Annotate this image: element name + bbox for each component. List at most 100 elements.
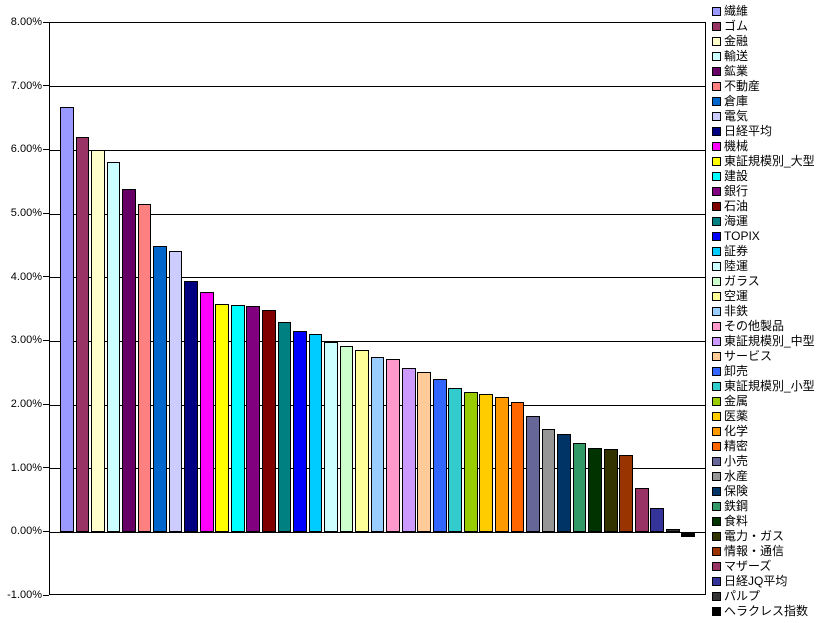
y-axis-tick-label: 4.00% [10,270,42,283]
legend-marker-icon [712,592,721,601]
bar-22 [386,359,400,533]
bar-6 [137,203,152,533]
gridline [50,340,705,342]
bar-28 [479,394,494,533]
legend-marker-icon [712,232,721,241]
legend-marker-icon [712,472,721,481]
bar-29 [495,396,509,533]
bar-18 [324,341,338,533]
bar-31 [526,416,540,533]
bar-2 [75,136,90,533]
legend-item-label: ヘラクレス指数 [724,604,809,618]
y-axis-tick-label: 6.00% [10,143,42,156]
legend-item: 繊維 [712,4,815,19]
bar-9 [184,280,199,533]
y-axis-tick-label: 7.00% [10,79,42,92]
bar-5 [122,189,136,533]
legend-item: ヘラクレス指数 [712,604,815,619]
legend-item: 倉庫 [712,94,815,109]
bar-30 [510,401,525,533]
legend-marker-icon [712,307,721,316]
bar-21 [370,356,385,533]
legend-item: 電力・ガス [712,529,815,544]
legend-item: パルプ [712,589,815,604]
gridline [50,277,705,279]
y-axis-tick-label: 1.00% [10,461,42,474]
legend-marker-icon [712,22,721,31]
bar-4 [106,162,121,533]
y-axis-tick [43,339,49,341]
y-axis-tick [43,530,49,532]
legend-item: 海運 [712,214,815,229]
gridline [50,531,705,533]
legend-item: 東証規模別_大型 [712,154,815,169]
legend-item: 機械 [712,139,815,154]
legend-item-label: サービス [724,349,773,363]
legend-item: ガラス [712,274,815,289]
y-axis-tick-label: 2.00% [10,398,42,410]
bar-39 [650,508,665,533]
legend-marker-icon [712,607,721,616]
bar-14 [261,310,276,533]
legend-item-label: 機械 [724,139,749,153]
bar-8 [168,250,183,533]
y-axis-tick [43,212,49,214]
legend-marker-icon [712,412,721,421]
bar-37 [619,454,634,533]
legend-marker-icon [712,427,721,436]
legend-item: 空運 [712,289,815,304]
legend-item: 東証規模別_中型 [712,334,815,349]
legend-item-label: 東証規模別_中型 [724,334,815,348]
legend-item: 保険 [712,484,815,499]
legend-marker-icon [712,337,721,346]
legend-item: 電気 [712,109,815,124]
plot-area [49,22,706,595]
y-axis-tick [43,148,49,150]
legend-item-label: 金属 [724,394,749,408]
bar-15 [277,322,292,533]
bar-27 [463,392,478,533]
legend-marker-icon [712,67,721,76]
y-axis-tick-label: 5.00% [10,207,42,219]
legend-item: 証券 [712,244,815,259]
legend-marker-icon [712,382,721,391]
y-axis-tick-label: 0.00% [10,525,42,538]
y-axis-tick [43,21,49,23]
legend-item-label: 陸運 [724,259,749,273]
bar-25 [432,378,447,533]
legend-item: 鉱業 [712,64,815,79]
legend-item: 石油 [712,199,815,214]
legend-item-label: 精密 [724,439,749,453]
legend-item: 輸送 [712,49,815,64]
bar-7 [153,245,167,533]
legend-item: 精密 [712,439,815,454]
legend-marker-icon [712,112,721,121]
legend-item: マザーズ [712,559,815,574]
legend-marker-icon [712,547,721,556]
legend-item: ゴム [712,19,815,34]
legend-marker-icon [712,172,721,181]
legend-marker-icon [712,157,721,166]
legend-item-label: 海運 [724,214,749,228]
legend-item-label: 電気 [724,109,749,123]
legend-item-label: その他製品 [724,319,785,333]
legend-marker-icon [712,442,721,451]
legend-marker-icon [712,277,721,286]
legend-item-label: 石油 [724,199,749,213]
legend-item-label: 鉱業 [724,64,749,78]
legend-item-label: 卸売 [724,364,749,378]
legend-marker-icon [712,502,721,511]
legend-item-label: ガラス [724,274,760,288]
y-axis-tick [43,85,49,87]
legend-item: TOPIX [712,229,815,244]
gridline [50,149,705,151]
legend-item-label: パルプ [724,589,761,603]
legend-item-label: 繊維 [724,4,749,18]
legend-item-label: 非鉄 [724,304,749,318]
legend-marker-icon [712,202,721,211]
legend-item-label: 証券 [724,244,749,258]
legend-item: 金融 [712,34,815,49]
legend-item: 東証規模別_小型 [712,379,815,394]
legend-marker-icon [712,292,721,301]
legend-item: 情報・通信 [712,544,815,559]
